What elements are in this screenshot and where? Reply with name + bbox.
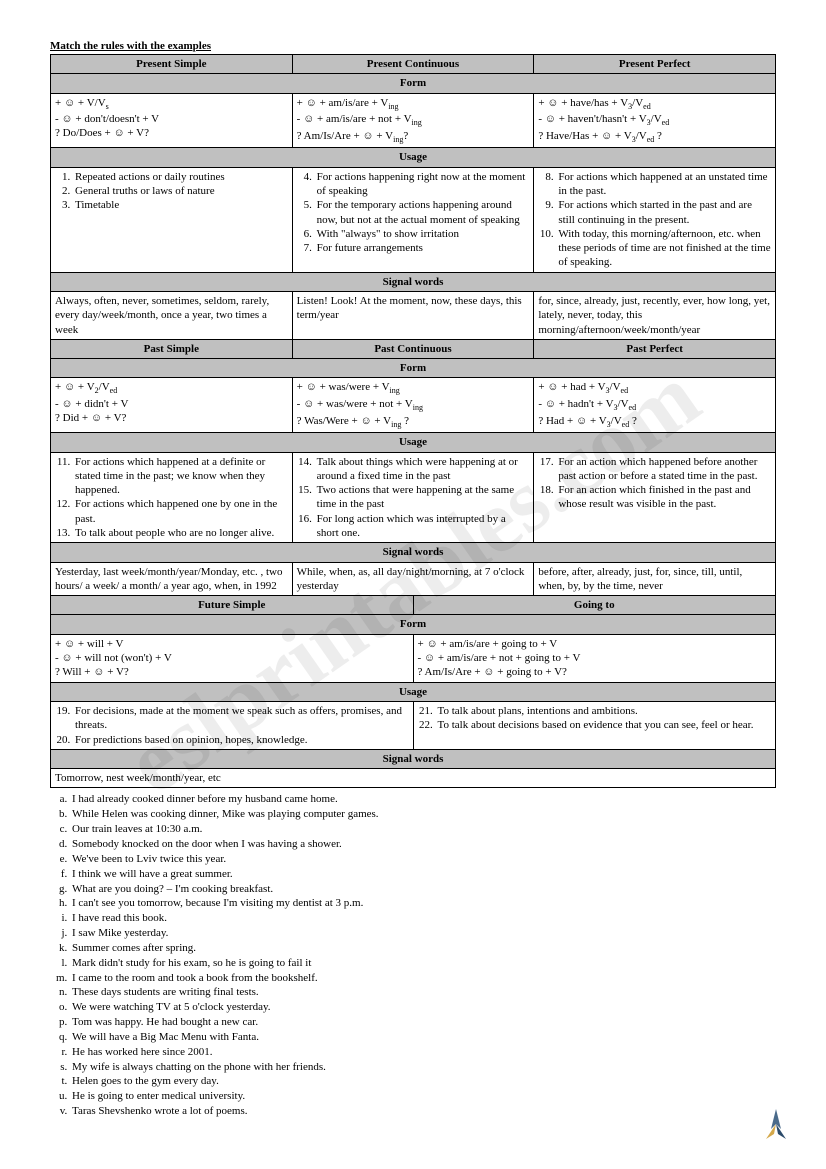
form-future-simple: + ☺ + will + V- ☺ + will not (won't) + V… xyxy=(51,634,414,682)
example-item: What are you doing? – I'm cooking breakf… xyxy=(70,882,776,897)
header-present-perfect: Present Perfect xyxy=(534,55,776,74)
usage-pc: For actions happening right now at the m… xyxy=(292,167,534,272)
example-item: Helen goes to the gym every day. xyxy=(70,1074,776,1089)
header-past-perfect: Past Perfect xyxy=(534,339,776,358)
logo-icon xyxy=(756,1104,796,1144)
form-past-continuous: + ☺ + was/were + Ving- ☺ + was/were + no… xyxy=(292,378,534,433)
header-past-simple: Past Simple xyxy=(51,339,293,358)
usage-past-simple: For actions which happened at a definite… xyxy=(51,452,293,543)
example-item: I came to the room and took a book from … xyxy=(70,971,776,986)
example-item: Summer comes after spring. xyxy=(70,941,776,956)
section-form: Form xyxy=(51,74,776,93)
form-past-perfect: + ☺ + had + V3/Ved- ☺ + hadn't + V3/Ved?… xyxy=(534,378,776,433)
header-past-continuous: Past Continuous xyxy=(292,339,534,358)
signal-pp: for, since, already, just, recently, eve… xyxy=(534,292,776,340)
example-item: Our train leaves at 10:30 a.m. xyxy=(70,822,776,837)
example-item: Mark didn't study for his exam, so he is… xyxy=(70,956,776,971)
example-item: While Helen was cooking dinner, Mike was… xyxy=(70,807,776,822)
header-going-to: Going to xyxy=(413,596,776,615)
section-usage-3: Usage xyxy=(51,682,776,701)
signal-past-perfect: before, after, already, just, for, since… xyxy=(534,562,776,596)
example-item: We were watching TV at 5 o'clock yesterd… xyxy=(70,1000,776,1015)
form-pp: + ☺ + have/has + V3/Ved- ☺ + haven't/has… xyxy=(534,93,776,148)
grammar-table: Present Simple Present Continuous Presen… xyxy=(50,54,776,596)
section-signal-2: Signal words xyxy=(51,543,776,562)
signal-ps: Always, often, never, sometimes, seldom,… xyxy=(51,292,293,340)
example-item: Taras Shevshenko wrote a lot of poems. xyxy=(70,1104,776,1119)
section-signal: Signal words xyxy=(51,272,776,291)
page-title: Match the rules with the examples xyxy=(50,40,776,52)
signal-past-continuous: While, when, as, all day/night/morning, … xyxy=(292,562,534,596)
signal-future: Tomorrow, nest week/month/year, etc xyxy=(51,769,776,788)
usage-ps: Repeated actions or daily routinesGenera… xyxy=(51,167,293,272)
example-item: Somebody knocked on the door when I was … xyxy=(70,837,776,852)
form-pc: + ☺ + am/is/are + Ving- ☺ + am/is/are + … xyxy=(292,93,534,148)
signal-past-simple: Yesterday, last week/month/year/Monday, … xyxy=(51,562,293,596)
header-present-simple: Present Simple xyxy=(51,55,293,74)
section-form-2: Form xyxy=(51,359,776,378)
form-ps: + ☺ + V/Vs- ☺ + don't/doesn't + V? Do/Do… xyxy=(51,93,293,148)
header-future-simple: Future Simple xyxy=(51,596,414,615)
section-usage: Usage xyxy=(51,148,776,167)
usage-past-perfect: For an action which happened before anot… xyxy=(534,452,776,543)
usage-past-continuous: Talk about things which were happening a… xyxy=(292,452,534,543)
example-item: Tom was happy. He had bought a new car. xyxy=(70,1015,776,1030)
usage-pp: For actions which happened at an unstate… xyxy=(534,167,776,272)
usage-going-to: To talk about plans, intentions and ambi… xyxy=(413,701,776,749)
example-item: I have read this book. xyxy=(70,911,776,926)
example-item: These days students are writing final te… xyxy=(70,985,776,1000)
examples-list: I had already cooked dinner before my hu… xyxy=(50,792,776,1119)
example-item: I can't see you tomorrow, because I'm vi… xyxy=(70,896,776,911)
example-item: I saw Mike yesterday. xyxy=(70,926,776,941)
example-item: He is going to enter medical university. xyxy=(70,1089,776,1104)
example-item: He has worked here since 2001. xyxy=(70,1045,776,1060)
usage-future-simple: For decisions, made at the moment we spe… xyxy=(51,701,414,749)
example-item: My wife is always chatting on the phone … xyxy=(70,1060,776,1075)
header-present-continuous: Present Continuous xyxy=(292,55,534,74)
form-past-simple: + ☺ + V2/Ved- ☺ + didn't + V? Did + ☺ + … xyxy=(51,378,293,433)
example-item: I had already cooked dinner before my hu… xyxy=(70,792,776,807)
section-signal-3: Signal words xyxy=(51,749,776,768)
grammar-table-future: Future Simple Going to Form + ☺ + will +… xyxy=(50,596,776,788)
example-item: We will have a Big Mac Menu with Fanta. xyxy=(70,1030,776,1045)
example-item: We've been to Lviv twice this year. xyxy=(70,852,776,867)
section-form-3: Form xyxy=(51,615,776,634)
form-going-to: + ☺ + am/is/are + going to + V- ☺ + am/i… xyxy=(413,634,776,682)
signal-pc: Listen! Look! At the moment, now, these … xyxy=(292,292,534,340)
example-item: I think we will have a great summer. xyxy=(70,867,776,882)
section-usage-2: Usage xyxy=(51,433,776,452)
